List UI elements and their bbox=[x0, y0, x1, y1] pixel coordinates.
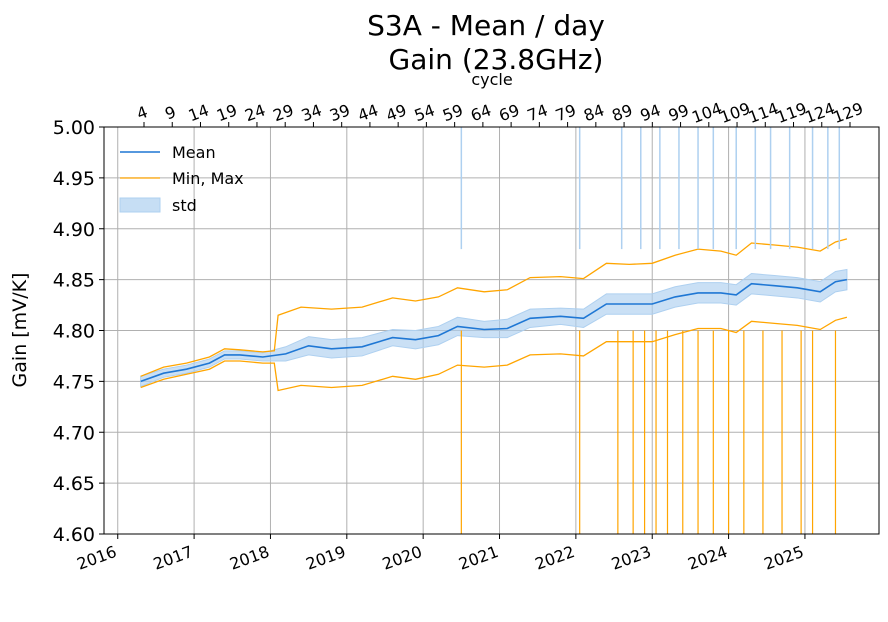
legend-std-label: std bbox=[172, 196, 197, 215]
x-tick-label: 2018 bbox=[227, 542, 272, 574]
legend-minmax-label: Min, Max bbox=[172, 169, 244, 188]
x-axis-ticks: 2016 2017 2018 2019 2020 2021 2022 2023 2024 2025 bbox=[74, 534, 806, 574]
y-tick-label: 4.90 bbox=[53, 219, 95, 241]
min-line bbox=[140, 316, 848, 392]
x-tick-label: 2017 bbox=[151, 542, 196, 574]
y-tick-label: 4.80 bbox=[53, 321, 95, 343]
cycle-axis-ticks: 4 9 14 19 24 29 34 39 44 49 54 59 64 69 74 79 84 89 94 9910… bbox=[134, 99, 866, 127]
y-axis-ticks: 4.60 4.65 4.70 4.75 4.80 4.85 4.90 4.95 5.00 bbox=[53, 117, 104, 546]
std-band-area bbox=[140, 268, 848, 388]
cycle-tick-label: 74 bbox=[525, 100, 551, 125]
mean-line bbox=[140, 278, 848, 383]
x-tick-label: 2016 bbox=[74, 542, 119, 574]
cycle-tick-label: 29 bbox=[271, 100, 297, 125]
legend: Mean Min, Max std bbox=[119, 143, 244, 215]
cycle-tick-label: 9 bbox=[162, 102, 178, 123]
cycle-tick-label: 34 bbox=[299, 100, 325, 125]
x-tick-label: 2025 bbox=[762, 542, 807, 574]
y-tick-label: 4.85 bbox=[53, 270, 95, 292]
chart-title-line2: Gain (23.8GHz) bbox=[389, 43, 604, 76]
cycle-tick-label: 64 bbox=[468, 100, 494, 125]
y-tick-label: 4.70 bbox=[53, 422, 95, 444]
cycle-tick-label: 59 bbox=[440, 100, 466, 125]
legend-std-swatch bbox=[119, 197, 161, 213]
y-tick-label: 5.00 bbox=[53, 117, 95, 139]
cycle-tick-label: 4 bbox=[134, 102, 150, 123]
y-axis-label: Gain [mV/K] bbox=[9, 273, 31, 388]
cycle-tick-label: 49 bbox=[383, 100, 409, 125]
x-tick-label: 2023 bbox=[609, 542, 654, 574]
x-tick-label: 2019 bbox=[303, 542, 348, 574]
cycle-tick-label: 94 bbox=[638, 100, 664, 125]
cycle-tick-label: 89 bbox=[609, 100, 635, 125]
x-tick-label: 2024 bbox=[685, 542, 730, 574]
chart-title-line1: S3A - Mean / day bbox=[367, 9, 605, 42]
x-tick-label: 2022 bbox=[532, 542, 577, 574]
std-band bbox=[140, 268, 848, 388]
cycle-tick-label: 129 bbox=[831, 99, 866, 127]
mean-series-line bbox=[140, 278, 848, 383]
cycle-tick-label: 69 bbox=[496, 100, 522, 125]
x-tick-label: 2021 bbox=[456, 542, 501, 574]
y-tick-label: 4.95 bbox=[53, 168, 95, 190]
y-tick-label: 4.65 bbox=[53, 473, 95, 495]
cycle-tick-label: 44 bbox=[355, 100, 381, 125]
cycle-tick-label: 24 bbox=[242, 100, 268, 125]
cycle-tick-label: 54 bbox=[412, 100, 438, 125]
x-tick-label: 2020 bbox=[380, 542, 425, 574]
cycle-tick-label: 99 bbox=[666, 100, 692, 125]
y-tick-label: 4.75 bbox=[53, 371, 95, 393]
min-max-lines bbox=[140, 127, 848, 534]
top-axis-label: cycle bbox=[471, 70, 512, 89]
y-tick-label: 4.60 bbox=[53, 524, 95, 546]
cycle-tick-label: 79 bbox=[553, 100, 579, 125]
cycle-tick-label: 84 bbox=[581, 100, 607, 125]
max-line bbox=[140, 238, 848, 377]
cycle-tick-label: 14 bbox=[186, 100, 212, 125]
legend-mean-label: Mean bbox=[172, 143, 216, 162]
cycle-tick-label: 39 bbox=[327, 100, 353, 125]
cycle-tick-label: 19 bbox=[214, 100, 240, 125]
